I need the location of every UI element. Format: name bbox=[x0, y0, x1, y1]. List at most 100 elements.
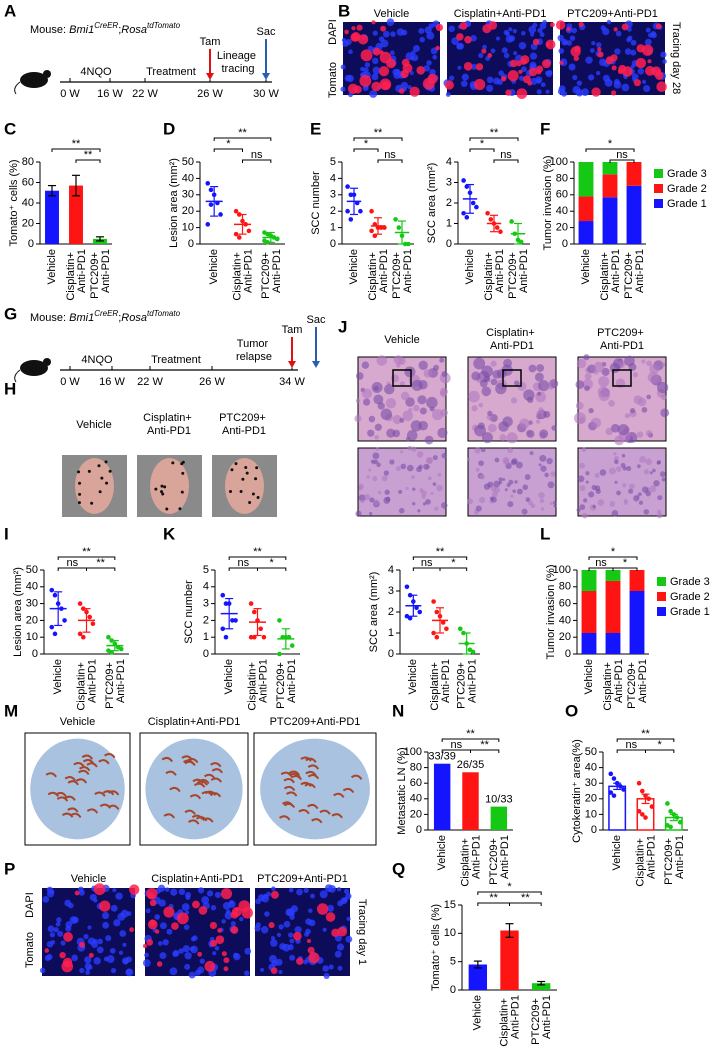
tomato-cell bbox=[645, 65, 655, 76]
metastasis-stain bbox=[75, 778, 88, 784]
metastasis-stain bbox=[188, 819, 200, 825]
lesion-outline bbox=[97, 464, 101, 468]
metastasis-stain bbox=[333, 792, 345, 798]
lesion-outline bbox=[160, 490, 164, 494]
nucleus bbox=[412, 44, 420, 52]
panel-letter: Q bbox=[392, 859, 405, 878]
nucleus bbox=[233, 952, 239, 958]
mouse-icon bbox=[20, 72, 48, 88]
y-tick-label: 5 bbox=[330, 156, 336, 168]
significance-label: ns bbox=[251, 149, 263, 161]
cell bbox=[377, 402, 385, 410]
significance-label: ns bbox=[384, 149, 396, 161]
tomato-cell bbox=[356, 24, 363, 31]
tomato-cell bbox=[209, 921, 218, 930]
data-point bbox=[608, 771, 614, 777]
nucleus bbox=[53, 927, 59, 933]
cell bbox=[477, 422, 485, 430]
cell bbox=[502, 416, 513, 427]
cell bbox=[656, 460, 662, 465]
nucleus bbox=[545, 89, 550, 94]
cell bbox=[479, 474, 485, 480]
nucleus bbox=[508, 35, 516, 42]
data-point bbox=[404, 584, 410, 590]
data-point bbox=[258, 626, 264, 632]
micrograph bbox=[466, 447, 557, 517]
nucleus bbox=[79, 967, 85, 974]
data-point bbox=[431, 630, 436, 636]
significance-bracket bbox=[493, 159, 519, 163]
tomato-cell bbox=[154, 929, 160, 934]
x-tick-label: Vehicle bbox=[464, 249, 476, 284]
cell bbox=[381, 475, 388, 482]
tomato-cell bbox=[293, 931, 302, 941]
significance-label: ns bbox=[595, 557, 607, 569]
cell bbox=[367, 429, 375, 437]
tissue bbox=[75, 458, 114, 514]
image-header: Vehicle bbox=[76, 419, 111, 431]
nucleus bbox=[308, 908, 313, 913]
tomato-cell bbox=[463, 62, 473, 71]
nucleus bbox=[157, 941, 163, 946]
nucleus bbox=[244, 947, 252, 955]
nucleus bbox=[615, 30, 622, 37]
tomato-cell bbox=[611, 65, 617, 71]
nucleus bbox=[184, 952, 192, 960]
lesion-outline bbox=[77, 470, 81, 474]
cell bbox=[425, 498, 431, 505]
y-axis-label: Tomato⁺ cells (%) bbox=[8, 159, 20, 246]
cell bbox=[386, 428, 396, 438]
lesion-outline bbox=[230, 468, 234, 472]
nucleus bbox=[283, 920, 291, 928]
data-point bbox=[348, 192, 354, 198]
significance-bracket bbox=[228, 556, 287, 560]
nucleus bbox=[630, 64, 635, 69]
x-tick-label: Vehicle bbox=[52, 659, 64, 694]
significance-bracket bbox=[609, 159, 635, 163]
cell bbox=[412, 487, 416, 491]
nucleus bbox=[197, 887, 205, 894]
cell bbox=[622, 483, 627, 488]
micrograph bbox=[443, 19, 556, 99]
nucleus bbox=[122, 959, 129, 965]
cell bbox=[383, 470, 390, 476]
y-tick-label: 60 bbox=[556, 189, 568, 201]
metastasis-stain bbox=[279, 815, 291, 821]
cell bbox=[399, 417, 405, 423]
x-tick-label: PTC209+ Anti-PD1 bbox=[663, 835, 686, 885]
significance-label: * bbox=[623, 557, 628, 569]
image-header: Vehicle bbox=[71, 873, 106, 885]
cell bbox=[479, 379, 488, 388]
tomato-cell bbox=[487, 52, 493, 58]
cell bbox=[614, 435, 625, 446]
genotype-part: Rosa bbox=[121, 24, 147, 36]
tomato-cell bbox=[223, 957, 230, 964]
cell bbox=[385, 397, 397, 409]
sac-label: Sac bbox=[307, 314, 326, 326]
tomato-cell bbox=[307, 946, 315, 954]
nucleus bbox=[470, 63, 478, 70]
cell bbox=[637, 397, 647, 407]
significance-bracket bbox=[612, 567, 638, 571]
nucleus bbox=[89, 893, 97, 901]
cell bbox=[608, 400, 615, 407]
tomato-cell bbox=[422, 77, 435, 90]
significance-bracket bbox=[353, 137, 403, 141]
cell bbox=[398, 507, 405, 514]
nucleus bbox=[270, 939, 278, 947]
nucleus bbox=[68, 902, 74, 909]
y-tick-label: 60 bbox=[22, 176, 34, 188]
x-tick-label: Cisplatin+ Anti-PD1 bbox=[599, 249, 622, 301]
metastasis-stain bbox=[288, 770, 301, 776]
y-axis-label: SCC number bbox=[183, 580, 195, 644]
metastasis-stain bbox=[307, 774, 320, 780]
metastasis-stain bbox=[61, 812, 74, 818]
nucleus bbox=[518, 41, 527, 50]
y-tick-label: 5 bbox=[450, 956, 456, 968]
cell bbox=[499, 434, 507, 441]
panel-letter: E bbox=[310, 119, 321, 138]
data-point bbox=[643, 815, 648, 820]
nucleus bbox=[614, 48, 621, 55]
significance-label: * bbox=[611, 546, 616, 558]
nucleus bbox=[606, 19, 612, 25]
